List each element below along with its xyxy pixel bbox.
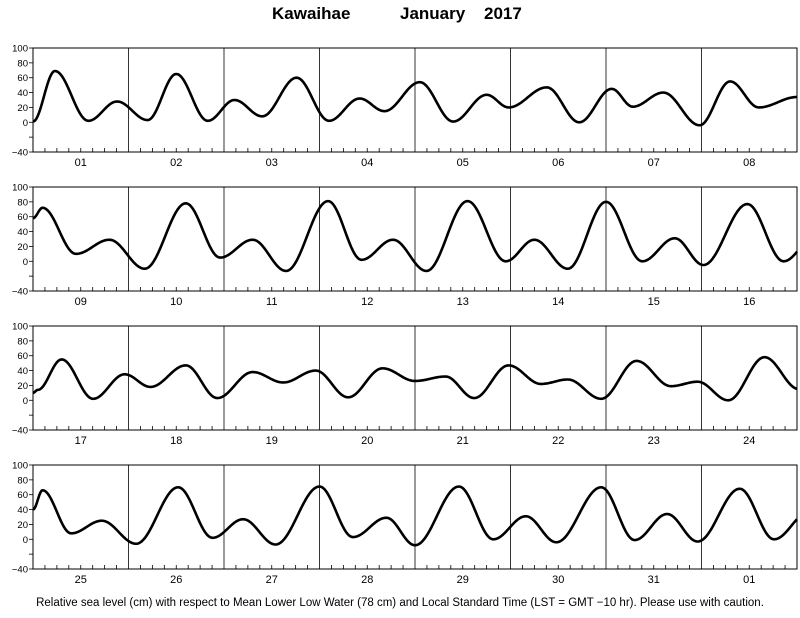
panel-1: 100 80 60 40 20 0 −40 01 02 03 04 05 06 07 08 xyxy=(12,44,798,169)
day-label: 20 xyxy=(361,435,373,447)
page-title: Kawaihae January 2017 xyxy=(0,4,800,28)
y-tick-label: 0 xyxy=(23,118,28,129)
day-label: 30 xyxy=(552,574,564,586)
day-label: 02 xyxy=(170,157,182,169)
y-tick-label: 100 xyxy=(12,44,28,55)
station-name: Kawaihae xyxy=(272,4,351,23)
y-tick-label: 40 xyxy=(17,88,28,99)
year-label: 2017 xyxy=(484,4,522,23)
y-tick-label: −40 xyxy=(12,148,28,159)
y-tick-label: 80 xyxy=(17,197,28,208)
day-label: 13 xyxy=(457,296,469,308)
day-label: 17 xyxy=(75,435,87,447)
y-tick-label: 0 xyxy=(23,257,28,268)
y-tick-label: 20 xyxy=(17,242,28,253)
y-tick-label: −40 xyxy=(12,426,28,437)
y-tick-label: 40 xyxy=(17,505,28,516)
day-label: 04 xyxy=(361,157,373,169)
day-label: 29 xyxy=(457,574,469,586)
tide-curve xyxy=(32,199,798,273)
day-label: 10 xyxy=(170,296,182,308)
y-tick-label: 80 xyxy=(17,475,28,486)
y-tick-label: 100 xyxy=(12,461,28,472)
y-tick-label: 20 xyxy=(17,103,28,114)
day-label: 03 xyxy=(266,157,278,169)
day-label: 11 xyxy=(266,296,277,308)
day-label: 01 xyxy=(75,157,87,169)
day-label: 18 xyxy=(170,435,182,447)
y-tick-label: −40 xyxy=(12,287,28,298)
y-tick-label: 80 xyxy=(17,336,28,347)
day-label: 16 xyxy=(743,296,755,308)
day-label: 28 xyxy=(361,574,373,586)
month-name: January xyxy=(400,4,466,23)
day-label: 21 xyxy=(457,435,469,447)
day-label: 07 xyxy=(648,157,660,169)
y-tick-label: 60 xyxy=(17,73,28,84)
day-label: 26 xyxy=(170,574,182,586)
footnote: Relative sea level (cm) with respect to … xyxy=(36,597,764,609)
day-label: 22 xyxy=(552,435,564,447)
y-tick-label: 0 xyxy=(23,535,28,546)
y-tick-label: 60 xyxy=(17,351,28,362)
day-label: 05 xyxy=(457,157,469,169)
tide-curve xyxy=(32,69,798,127)
y-tick-label: 100 xyxy=(12,322,28,333)
y-tick-label: 80 xyxy=(17,58,28,69)
y-tick-label: 40 xyxy=(17,366,28,377)
tide-curve xyxy=(32,485,798,547)
y-tick-label: 60 xyxy=(17,212,28,223)
day-label: 12 xyxy=(361,296,373,308)
day-label: 01 xyxy=(743,574,755,586)
day-label: 27 xyxy=(266,574,278,586)
y-tick-label: 0 xyxy=(23,396,28,407)
day-label: 31 xyxy=(648,574,660,586)
tide-curve xyxy=(32,355,798,402)
y-tick-label: 60 xyxy=(17,490,28,501)
y-tick-label: 40 xyxy=(17,227,28,238)
day-label: 25 xyxy=(75,574,87,586)
panel-2: 100 80 60 40 20 0 −40 09 10 11 12 13 14 15 16 xyxy=(12,183,798,308)
y-tick-label: 20 xyxy=(17,520,28,531)
y-tick-label: 100 xyxy=(12,183,28,194)
day-label: 06 xyxy=(552,157,564,169)
day-label: 14 xyxy=(552,296,564,308)
day-label: 15 xyxy=(648,296,660,308)
day-label: 08 xyxy=(743,157,755,169)
day-label: 09 xyxy=(75,296,87,308)
day-label: 19 xyxy=(266,435,278,447)
panel-3: 100 80 60 40 20 0 −40 17 18 19 20 21 22 23 24 xyxy=(12,322,798,447)
y-tick-label: 20 xyxy=(17,381,28,392)
day-label: 23 xyxy=(648,435,660,447)
panel-4: 100 80 60 40 20 0 −40 25 26 27 28 29 30 31 01 xyxy=(12,461,798,586)
y-tick-label: −40 xyxy=(12,565,28,576)
day-label: 24 xyxy=(743,435,755,447)
